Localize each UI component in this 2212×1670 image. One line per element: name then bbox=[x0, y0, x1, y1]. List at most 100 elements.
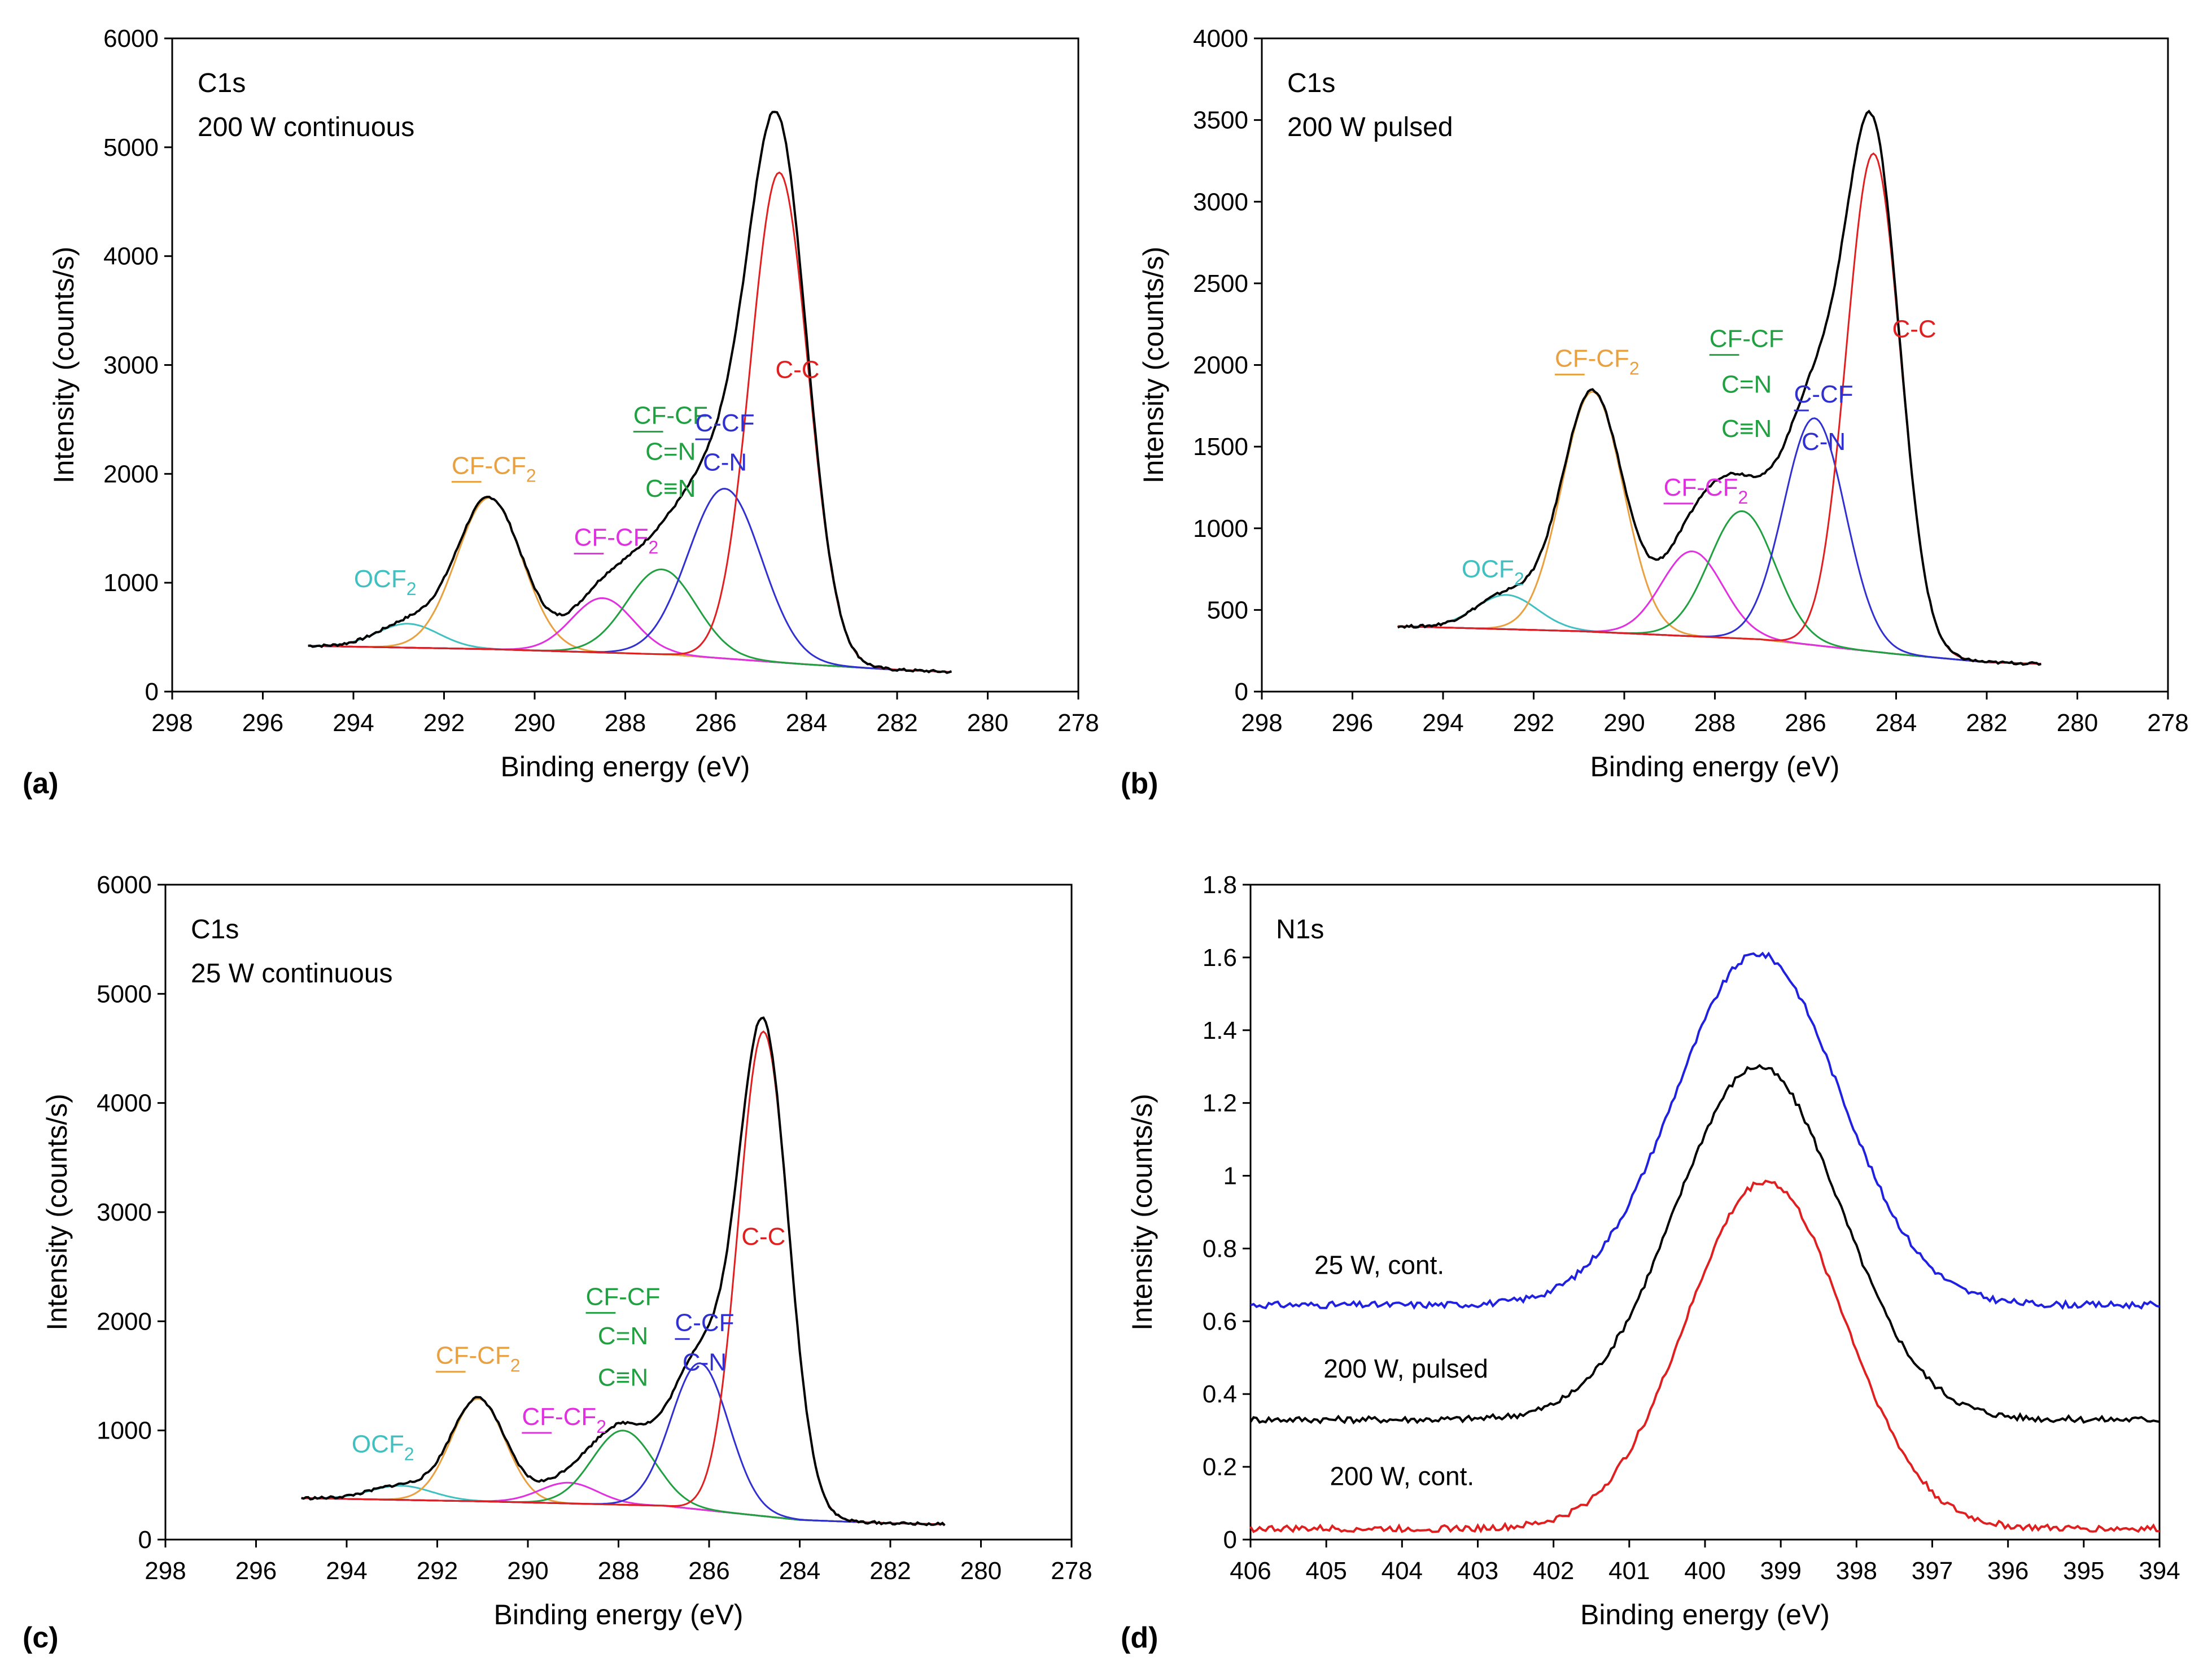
component-label: CF-CF2 bbox=[574, 524, 659, 558]
panel-c-c1s-25w-continuous: 0 1000 2000 3000 4000 5000 6000 298 296 294 292 290… bbox=[23, 871, 1092, 1654]
x-tick-label: 298 bbox=[151, 709, 193, 737]
x-tick-label: 294 bbox=[326, 1557, 367, 1585]
component-label-text: OCF bbox=[352, 1430, 404, 1458]
y-tick-label: 1 bbox=[1223, 1162, 1237, 1190]
component-label-subscript: 2 bbox=[406, 579, 417, 599]
x-tick-label: 405 bbox=[1305, 1557, 1347, 1585]
x-tick-label: 395 bbox=[2063, 1557, 2104, 1585]
component-label-text: CF-CF bbox=[1664, 474, 1738, 501]
component-label: C≡N bbox=[598, 1363, 648, 1391]
x-tick-label: 298 bbox=[1241, 709, 1282, 737]
x-tick-label: 282 bbox=[869, 1557, 911, 1585]
panel-letter: (d) bbox=[1121, 1621, 1158, 1654]
component-label-subscript: 2 bbox=[649, 537, 659, 558]
component-label-text: C=N bbox=[598, 1322, 648, 1350]
x-tick-label: 278 bbox=[1057, 709, 1099, 737]
component-label-text: C=N bbox=[645, 438, 696, 465]
component-label: C=N bbox=[645, 438, 696, 465]
x-tick-label: 280 bbox=[2057, 709, 2098, 737]
x-tick-label: 397 bbox=[1912, 1557, 1953, 1585]
component-label: CF-CF bbox=[633, 402, 708, 430]
component-label: CF-CF2 bbox=[1664, 474, 1748, 508]
y-axis-label: Intensity (counts/s) bbox=[1126, 1094, 1158, 1331]
panel-annotation: 25 W continuous bbox=[191, 959, 393, 989]
y-tick-label: 3000 bbox=[1193, 188, 1248, 216]
x-tick-label: 282 bbox=[876, 709, 917, 737]
envelope-spectrum-line bbox=[1397, 110, 2041, 666]
component-label: C-CF bbox=[696, 409, 755, 437]
y-tick-label: 1000 bbox=[1193, 515, 1248, 543]
x-tick-label: 280 bbox=[960, 1557, 1002, 1585]
y-tick-label: 1500 bbox=[1193, 433, 1248, 461]
x-tick-label: 288 bbox=[605, 709, 646, 737]
series-line bbox=[1249, 1179, 2160, 1533]
series-label: 200 W, pulsed bbox=[1323, 1354, 1488, 1383]
component-label-text: C-CF bbox=[696, 409, 755, 437]
series-line bbox=[1250, 951, 2160, 1310]
component-label-text: C-C bbox=[741, 1223, 785, 1251]
component-label: C-C bbox=[1892, 315, 1936, 343]
x-tick-label: 278 bbox=[1051, 1557, 1092, 1585]
component-label-text: OCF bbox=[1462, 556, 1514, 583]
x-tick-label: 396 bbox=[1987, 1557, 2029, 1585]
component-label: CF-CF2 bbox=[452, 452, 536, 486]
panel-annotation: N1s bbox=[1276, 915, 1324, 945]
y-tick-label: 2000 bbox=[1193, 352, 1248, 379]
x-tick-label: 282 bbox=[1966, 709, 2007, 737]
component-label-subscript: 2 bbox=[1514, 569, 1524, 589]
y-tick-label: 1.4 bbox=[1203, 1017, 1237, 1044]
component-label-subscript: 2 bbox=[596, 1417, 606, 1437]
component-label-text: C-N bbox=[683, 1348, 727, 1376]
panel-d-n1s-spectra: 0 0.2 0.4 0.6 0.8 1 1.2 1.4 1.6 1.8 406 405 404 403 40… bbox=[1121, 871, 2180, 1654]
y-tick-label: 0.2 bbox=[1203, 1453, 1237, 1481]
component-label-text: CF-CF bbox=[586, 1283, 661, 1310]
component-label-text: C≡N bbox=[645, 475, 696, 502]
x-tick-label: 294 bbox=[333, 709, 374, 737]
component-label: C-CF bbox=[1794, 381, 1853, 408]
panel-a-c1s-200w-continuous: 0 1000 2000 3000 4000 5000 6000 298 296 294 292 290… bbox=[23, 25, 1099, 800]
component-label-text: C-N bbox=[1802, 428, 1846, 456]
component-label-text: C-C bbox=[1892, 315, 1936, 343]
y-tick-label: 0 bbox=[145, 678, 159, 706]
component-label: CF-CF2 bbox=[436, 1342, 521, 1376]
panel-annotation: C1s bbox=[1287, 68, 1335, 98]
panel-letter: (a) bbox=[23, 767, 59, 800]
component-label-text: OCF bbox=[354, 565, 406, 593]
component-label-text: C-C bbox=[775, 356, 819, 384]
component-label-subscript: 2 bbox=[1738, 487, 1748, 508]
x-tick-label: 296 bbox=[242, 709, 283, 737]
x-tick-label: 284 bbox=[786, 709, 827, 737]
x-tick-label: 406 bbox=[1230, 1557, 1271, 1585]
component-label-text: C-CF bbox=[1794, 381, 1853, 408]
panel-annotation: C1s bbox=[198, 68, 246, 98]
x-tick-label: 399 bbox=[1760, 1557, 1801, 1585]
x-tick-label: 296 bbox=[235, 1557, 277, 1585]
y-tick-label: 0 bbox=[1223, 1526, 1237, 1554]
y-tick-label: 1.2 bbox=[1203, 1090, 1237, 1117]
y-tick-label: 5000 bbox=[97, 980, 152, 1008]
y-tick-label: 0.4 bbox=[1203, 1380, 1237, 1408]
envelope-spectrum-line bbox=[301, 1016, 946, 1527]
component-label-text: C=N bbox=[1721, 371, 1772, 399]
component-label-text: CF-CF bbox=[436, 1342, 510, 1370]
series-line bbox=[1249, 1064, 2160, 1425]
x-tick-label: 294 bbox=[1422, 709, 1463, 737]
x-tick-label: 278 bbox=[2147, 709, 2188, 737]
y-axis-label: Intensity (counts/s) bbox=[1138, 247, 1169, 484]
y-axis-label: Intensity (counts/s) bbox=[48, 247, 80, 484]
x-tick-label: 292 bbox=[1513, 709, 1554, 737]
x-tick-label: 290 bbox=[514, 709, 555, 737]
x-axis-label: Binding energy (eV) bbox=[1580, 1599, 1830, 1630]
component-label-text: C-CF bbox=[675, 1309, 734, 1337]
component-label-text: CF-CF bbox=[522, 1403, 596, 1431]
panel-letter: (c) bbox=[23, 1621, 59, 1654]
component-label: CF-CF2 bbox=[522, 1403, 606, 1437]
x-tick-label: 292 bbox=[423, 709, 465, 737]
y-tick-label: 6000 bbox=[97, 871, 152, 899]
x-tick-label: 403 bbox=[1457, 1557, 1498, 1585]
y-tick-label: 2500 bbox=[1193, 270, 1248, 298]
component-label: OCF2 bbox=[352, 1430, 414, 1464]
component-label: C-N bbox=[683, 1348, 727, 1376]
component-label-text: C≡N bbox=[1721, 415, 1772, 443]
